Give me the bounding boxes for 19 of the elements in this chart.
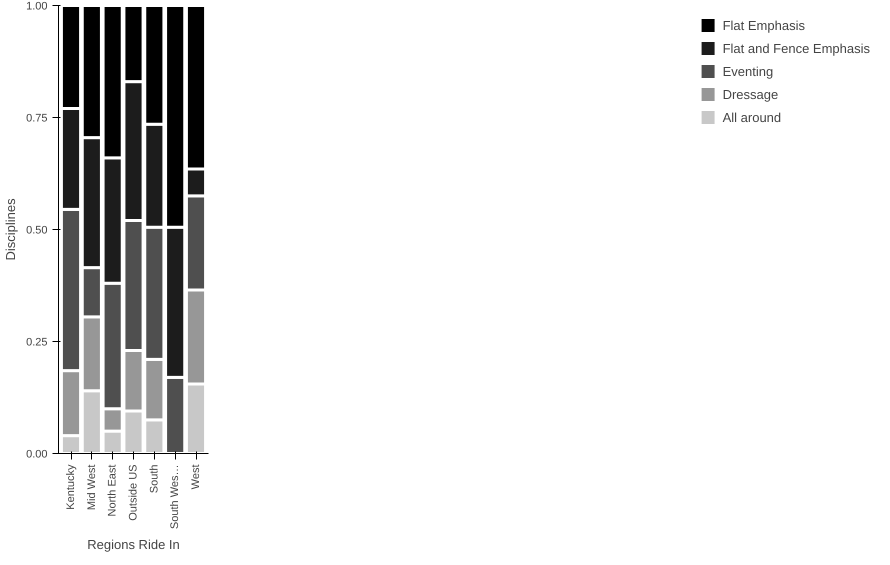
x-tick-label: Kentucky <box>65 464 77 510</box>
y-tick-label: 0.50 <box>26 224 48 236</box>
y-axis-title: Disciplines <box>3 198 18 261</box>
legend-label: Eventing <box>722 64 774 78</box>
y-tick-label: 0.25 <box>26 336 48 348</box>
legend-label: Flat Emphasis <box>722 18 805 32</box>
y-tick-label: 0.75 <box>26 112 48 124</box>
legend-label: Dressage <box>722 86 778 102</box>
x-tick-label: South <box>148 464 160 494</box>
x-tick-label: Mid West <box>86 464 98 510</box>
x-tick-label: South Wes… <box>169 464 182 530</box>
x-tick-label: West <box>190 464 202 490</box>
y-tick-label: 1.00 <box>26 0 48 12</box>
x-tick-label: North East <box>106 464 119 516</box>
x-tick-label: Outside US <box>128 464 140 521</box>
y-tick-label: 0.00 <box>26 448 48 460</box>
x-axis-title: Regions Ride In <box>87 537 180 552</box>
legend-label: Flat and Fence Emphasis <box>722 40 870 56</box>
legend-label: All around <box>722 110 782 124</box>
